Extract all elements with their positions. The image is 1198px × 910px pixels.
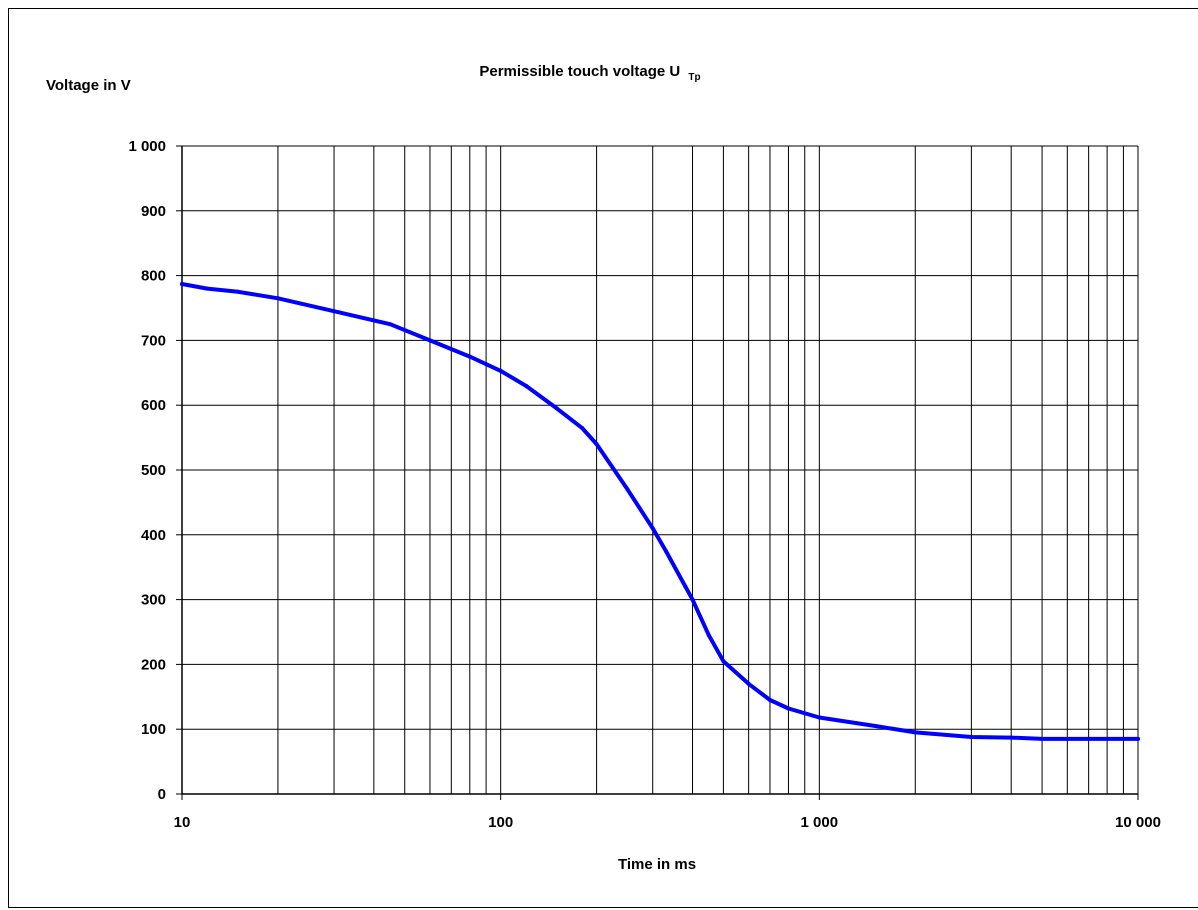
series-layer (180, 282, 1140, 741)
series-point (1040, 736, 1045, 741)
y-tick-label: 500 (141, 462, 166, 479)
series-point (706, 633, 711, 638)
series-point (817, 715, 822, 720)
y-tick-label: 700 (141, 332, 166, 349)
y-tick-label: 400 (141, 527, 166, 544)
series-point (275, 296, 280, 301)
x-tick-label: 10 000 (1115, 814, 1161, 831)
grid-layer (182, 146, 1138, 794)
y-tick-label: 200 (141, 656, 166, 673)
x-tick-label: 100 (488, 814, 513, 831)
series-point (873, 724, 878, 728)
series-point (332, 309, 336, 314)
chart-title-subscript: Tp (688, 72, 700, 83)
series-point (580, 425, 584, 430)
series-line (180, 282, 1140, 741)
y-tick-label: 900 (141, 203, 166, 220)
y-tick-label: 300 (141, 592, 166, 609)
series-point (428, 338, 432, 343)
x-tick-label: 10 (174, 814, 191, 831)
series-point (1009, 735, 1014, 740)
series-point (650, 526, 655, 531)
y-tick-label: 0 (158, 786, 166, 803)
series-point (498, 368, 503, 373)
series-point (523, 383, 528, 388)
x-axis-title: Time in ms (618, 856, 696, 873)
y-tick-label: 1 000 (128, 138, 166, 155)
series-point (913, 730, 918, 735)
series-point (969, 735, 974, 739)
label-layer: Permissible touch voltage U Tp Voltage i… (46, 63, 1161, 873)
series-point (768, 698, 772, 702)
series-point (205, 286, 210, 291)
series-point (1136, 736, 1140, 741)
y-tick-label: 600 (141, 397, 166, 414)
chart-title: Permissible touch voltage U Tp (479, 63, 700, 83)
series-point (786, 706, 791, 711)
series-point (663, 549, 668, 553)
x-tick-label: 1 000 (801, 814, 839, 831)
series-point (180, 282, 184, 286)
series-point (746, 681, 751, 686)
y-axis-title: Voltage in V (46, 77, 131, 94)
series-point (721, 659, 726, 664)
y-tick-label: 800 (141, 268, 166, 285)
chart-frame (8, 8, 1198, 908)
series-point (388, 322, 393, 327)
series-point (554, 406, 559, 411)
series-point (625, 487, 630, 492)
y-tick-label: 100 (141, 721, 166, 738)
series-point (683, 584, 688, 589)
series-point (236, 289, 241, 294)
chart-title-main: Permissible touch voltage U (479, 63, 680, 80)
series-point (690, 597, 695, 602)
axis-layer (176, 145, 1139, 800)
series-point (467, 354, 472, 359)
series-point (1086, 736, 1091, 741)
series-point (594, 442, 599, 447)
